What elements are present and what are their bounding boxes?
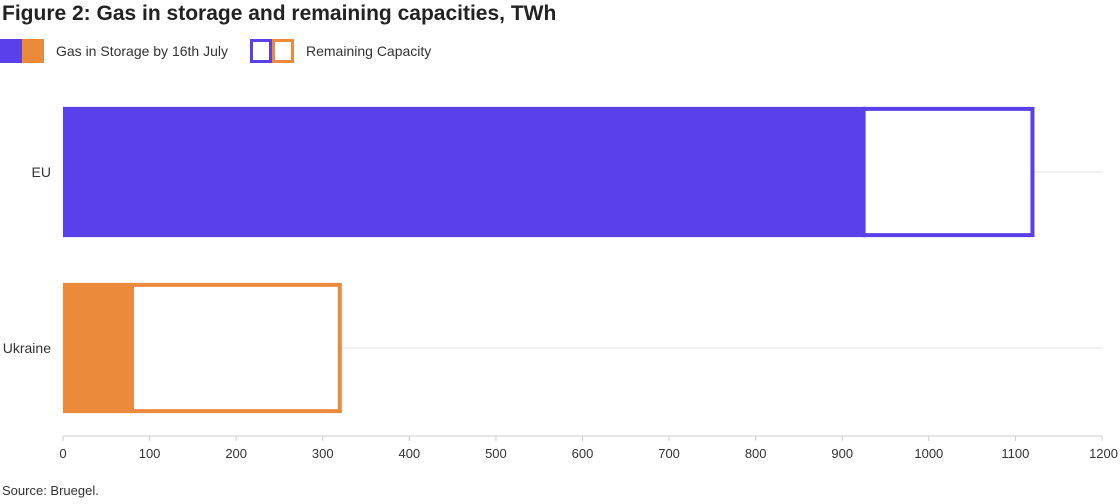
chart-title: Figure 2: Gas in storage and remaining c…: [2, 2, 557, 25]
x-tick-label-1100: 1100: [1001, 446, 1029, 461]
y-tick-label-ukraine: Ukraine: [3, 340, 51, 356]
legend: Gas in Storage by 16th July Remaining Ca…: [0, 39, 453, 63]
bar-eu-remaining: [861, 106, 1035, 238]
x-tick-label-1200: 1200: [1089, 446, 1118, 461]
swatch-eu-outline: [250, 39, 272, 63]
legend-label-remaining-capacity: Remaining Capacity: [306, 43, 432, 59]
y-tick-label-eu: EU: [32, 164, 51, 180]
x-tick-label-1000: 1000: [914, 446, 943, 461]
x-tick-label-500: 500: [485, 446, 507, 461]
swatch-ukraine-outline: [272, 39, 294, 63]
x-tick-label-900: 900: [831, 446, 853, 461]
x-tick-label-100: 100: [139, 446, 161, 461]
x-tick-label-600: 600: [572, 446, 594, 461]
bar-ukraine-storage: [63, 282, 134, 414]
legend-item-gas-in-storage[interactable]: Gas in Storage by 16th July: [0, 39, 228, 63]
x-tick-label-0: 0: [59, 446, 66, 461]
swatch-eu-solid: [0, 39, 22, 63]
legend-swatch-outline: [250, 39, 294, 63]
source-note: Source: Bruegel.: [2, 483, 99, 498]
x-tick-label-200: 200: [225, 446, 247, 461]
x-tick-label-300: 300: [312, 446, 334, 461]
bar-eu-storage: [63, 106, 866, 238]
x-tick-label-700: 700: [658, 446, 680, 461]
legend-swatch-solid: [0, 39, 44, 63]
legend-label-gas-in-storage: Gas in Storage by 16th July: [56, 43, 228, 59]
bar-ukraine-remaining: [129, 282, 342, 414]
legend-item-remaining-capacity[interactable]: Remaining Capacity: [250, 39, 431, 63]
x-tick-label-400: 400: [398, 446, 420, 461]
x-tick-label-800: 800: [745, 446, 767, 461]
swatch-ukraine-solid: [22, 39, 44, 63]
